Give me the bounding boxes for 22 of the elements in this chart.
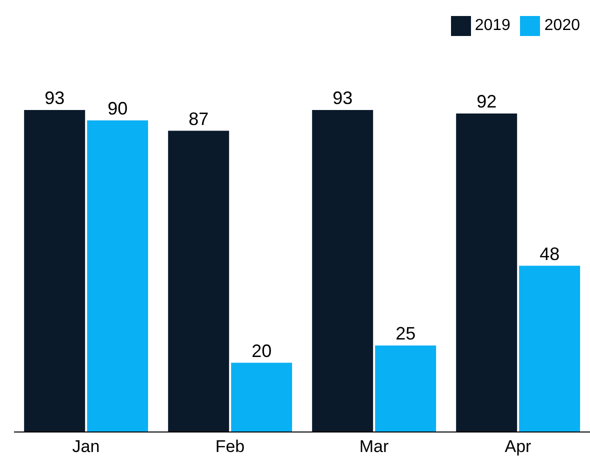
x-tick-label: Jan bbox=[72, 437, 100, 456]
data-label: 48 bbox=[540, 244, 560, 264]
bar bbox=[87, 120, 148, 432]
x-tick-label: Apr bbox=[504, 437, 532, 456]
legend-label: 2019 bbox=[474, 17, 510, 34]
bar bbox=[231, 362, 292, 432]
bar bbox=[24, 110, 86, 432]
bar bbox=[456, 113, 518, 432]
x-tick-label: Mar bbox=[359, 437, 389, 456]
data-label: 90 bbox=[108, 98, 128, 118]
legend-label: 2020 bbox=[544, 17, 580, 34]
data-label: 20 bbox=[252, 340, 272, 361]
bar bbox=[168, 130, 230, 432]
data-label: 93 bbox=[332, 88, 353, 108]
bar bbox=[519, 266, 580, 432]
data-label: 93 bbox=[44, 88, 65, 108]
bar bbox=[312, 110, 374, 432]
data-label: 87 bbox=[188, 108, 209, 129]
data-label: 92 bbox=[476, 91, 497, 112]
x-tick-label: Feb bbox=[215, 437, 245, 456]
data-label: 25 bbox=[396, 323, 416, 344]
bar bbox=[375, 345, 436, 432]
